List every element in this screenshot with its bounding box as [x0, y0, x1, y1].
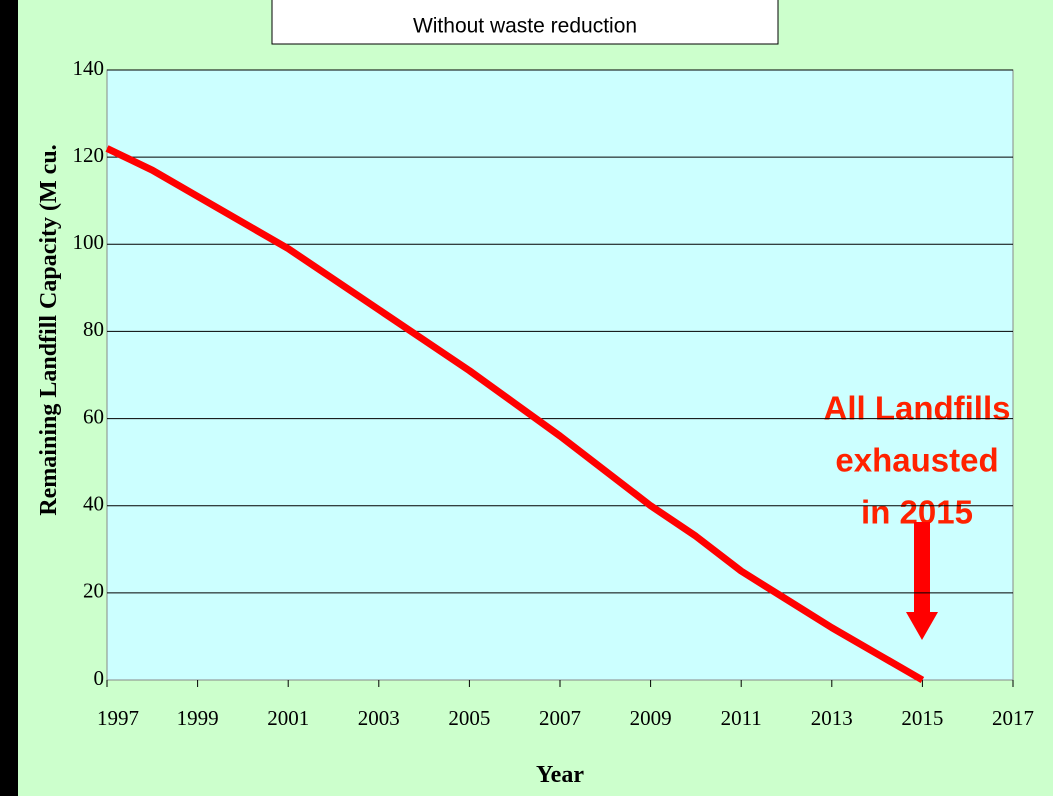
- y-tick-label: 60: [83, 404, 104, 428]
- annotation-text: All Landfills: [823, 390, 1010, 427]
- chart: Without waste reduction Remaining Landfi…: [0, 0, 1053, 796]
- x-tick-label: 2013: [811, 706, 853, 730]
- y-axis-label: Remaining Landfill Capacity (M cu.: [36, 144, 62, 515]
- y-tick-label: 140: [73, 56, 105, 80]
- x-tick-label: 2011: [721, 706, 762, 730]
- x-tick-label: 1999: [177, 706, 219, 730]
- x-tick-label: 1997: [97, 706, 139, 730]
- y-tick-label: 80: [83, 317, 104, 341]
- x-tick-label: 2017: [992, 706, 1034, 730]
- chart-subtitle: Without waste reduction: [413, 15, 637, 38]
- x-tick-label: 2003: [358, 706, 400, 730]
- x-tick-label: 2009: [630, 706, 672, 730]
- x-tick-label: 2005: [448, 706, 490, 730]
- y-tick-label: 120: [73, 143, 105, 167]
- plot-area: [107, 70, 1013, 680]
- y-tick-label: 0: [94, 666, 105, 690]
- x-axis-label: Year: [536, 762, 584, 788]
- y-tick-label: 20: [83, 579, 104, 603]
- x-tick-label: 2007: [539, 706, 581, 730]
- x-tick-label: 2015: [901, 706, 943, 730]
- x-tick-label: 2001: [267, 706, 309, 730]
- y-tick-label: 100: [73, 230, 105, 254]
- annotation-text: exhausted: [835, 442, 998, 479]
- page: Without waste reduction Remaining Landfi…: [0, 0, 1053, 796]
- y-tick-label: 40: [83, 492, 104, 516]
